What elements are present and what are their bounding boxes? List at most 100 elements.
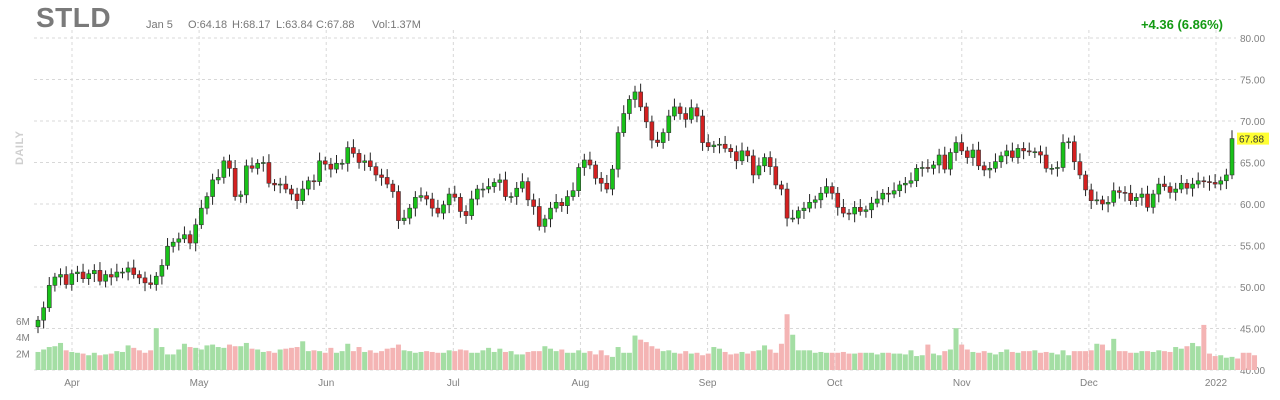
candle-body (1229, 138, 1235, 176)
volume-bar (502, 351, 508, 370)
candle-body (582, 159, 587, 168)
volume-bar (373, 352, 379, 370)
candle-body (148, 282, 153, 285)
candle-body (869, 202, 874, 211)
candle-body (244, 165, 249, 196)
candle-body (914, 168, 919, 182)
volume-bar (852, 353, 858, 370)
candle-body (874, 198, 880, 204)
volume-bar (322, 352, 328, 370)
candle-body (1072, 141, 1077, 162)
candle-body (987, 168, 993, 171)
volume-bar (801, 350, 807, 370)
volume-bar (1150, 351, 1156, 370)
candle-body (1162, 183, 1167, 187)
volume-bar (649, 346, 655, 370)
volume-bar (514, 354, 520, 370)
volume-bar (1218, 355, 1224, 370)
candle-body (520, 181, 525, 189)
volume-bar (170, 354, 176, 370)
candle-body (491, 182, 497, 187)
month-label: Oct (827, 378, 843, 389)
candle-body (227, 160, 232, 169)
candle-body (750, 155, 756, 176)
volume-bar (1128, 352, 1134, 370)
candle-body (210, 179, 215, 197)
volume-bar (700, 355, 706, 370)
volume-bar (390, 347, 396, 370)
candle-body (717, 143, 722, 146)
candle-body (458, 197, 463, 212)
volume-bar (519, 354, 525, 370)
candle-body (1139, 193, 1145, 198)
candle-body (289, 188, 294, 195)
volume-bar (919, 355, 925, 370)
volume-bar (711, 347, 717, 370)
volume-bar (1105, 350, 1111, 370)
volume-bar (576, 350, 582, 370)
month-label: 2022 (1205, 378, 1228, 389)
volume-bar (379, 351, 385, 370)
volume-bar (469, 352, 475, 370)
candle-body (981, 165, 987, 171)
quote-high: H:68.17 (232, 19, 271, 31)
volume-bar (553, 351, 559, 370)
volume-bar (807, 350, 813, 370)
candle-body (1049, 168, 1055, 170)
volume-bar (226, 344, 232, 370)
candle-body (334, 163, 339, 170)
candle-body (1224, 174, 1229, 182)
volume-bar (947, 349, 953, 370)
candle-body (660, 132, 666, 143)
volume-bar (1240, 352, 1246, 370)
volume-bar (255, 349, 261, 370)
last-price-highlight (1237, 132, 1269, 145)
candle-body (705, 142, 711, 148)
volume-bar (548, 348, 554, 370)
volume-bar (880, 352, 886, 370)
volume-bar (74, 352, 80, 370)
month-label: Nov (953, 378, 971, 389)
candle-body (441, 204, 446, 214)
volume-bar (367, 350, 373, 370)
volume-bar (604, 355, 610, 370)
candle-body (852, 207, 857, 215)
candle-body (953, 142, 959, 153)
candle-body (306, 180, 311, 190)
candle-body (41, 307, 46, 321)
volume-bar (739, 351, 745, 370)
volume-bar (474, 352, 480, 370)
volume-bar (1223, 357, 1229, 370)
volume-bar (243, 342, 249, 370)
candle-body (689, 107, 694, 120)
volume-bar (756, 350, 762, 370)
volume-bar (181, 343, 187, 370)
candle-body (610, 168, 615, 190)
quote-volume: Vol:1.37M (372, 19, 421, 31)
volume-bar (536, 351, 542, 370)
volume-bar (1060, 350, 1066, 370)
volume-bar (69, 351, 75, 370)
candle-body (463, 211, 469, 216)
volume-bar (1038, 352, 1044, 370)
volume-bar (925, 344, 931, 370)
volume-bar (300, 341, 306, 370)
candle-body (131, 267, 137, 275)
candle-body (734, 151, 739, 162)
candle-body (1015, 148, 1021, 158)
volume-bar (1021, 351, 1027, 370)
volume-bar (1156, 350, 1162, 370)
candle-body (418, 195, 424, 198)
volume-bar (773, 352, 779, 370)
volume-bar (942, 351, 948, 370)
volume-bar (204, 345, 210, 370)
volume-bar (688, 353, 694, 370)
candle-body (745, 150, 750, 157)
volume-bar (1246, 352, 1252, 370)
volume-bar (277, 349, 283, 370)
volume-bar (609, 356, 615, 370)
candle-body (503, 179, 508, 197)
candle-body (283, 183, 289, 190)
candle-body (1077, 161, 1083, 176)
